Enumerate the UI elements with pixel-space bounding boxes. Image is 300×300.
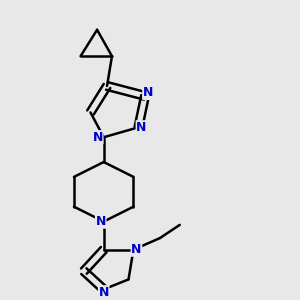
Text: N: N [136, 121, 147, 134]
Text: N: N [143, 86, 153, 99]
Text: N: N [131, 243, 142, 256]
Text: N: N [95, 215, 106, 228]
Text: N: N [93, 131, 103, 144]
Text: N: N [98, 286, 109, 299]
